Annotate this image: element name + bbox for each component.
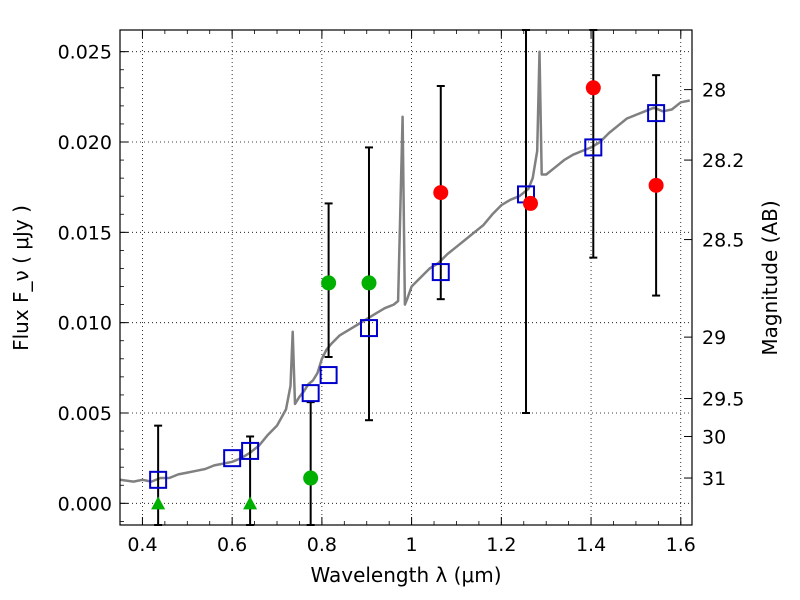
x-tick-label: 0.6: [217, 534, 247, 556]
y2-tick-label: 28.2: [702, 150, 744, 172]
detection-point: [648, 177, 664, 193]
model-point-square: [647, 104, 666, 123]
model-spectrum-line: [119, 50, 691, 483]
y-tick-label: 0.010: [58, 313, 112, 335]
data-markers: [149, 80, 666, 510]
detection-point: [321, 275, 337, 291]
axis-ticks: 0.4 0.6 0.8 1 1.2 1.4 1.6 0.000 0.005 0.010 0.015 0…: [58, 30, 744, 556]
y2-axis-title: Magnitude (AB): [758, 200, 782, 355]
x-tick-label: 1.4: [576, 534, 606, 556]
grid: [120, 30, 692, 525]
detection-point: [433, 185, 449, 201]
x-tick-label: 0.4: [127, 534, 157, 556]
x-tick-label: 0.8: [307, 534, 337, 556]
x-tick-label: 1: [406, 534, 418, 556]
upper-limit-triangle: [151, 496, 166, 510]
x-axis-title: Wavelength λ (μm): [310, 563, 501, 587]
detection-point: [522, 195, 538, 211]
y-tick-label: 0.020: [58, 132, 112, 154]
y-tick-label: 0.005: [58, 403, 112, 425]
x-tick-label: 1.6: [666, 534, 696, 556]
y2-tick-label: 31: [702, 468, 726, 490]
model-point-square: [301, 384, 320, 403]
y-axis-title: Flux F_ν ( μJy ): [9, 205, 33, 351]
model-spectrum: [119, 50, 691, 483]
model-point-square: [359, 319, 378, 338]
plot-frame: [119, 29, 693, 526]
y2-tick-label: 30: [702, 426, 726, 448]
y2-tick-label: 29.5: [702, 389, 744, 411]
model-point-square: [319, 366, 338, 385]
y-tick-label: 0.015: [58, 222, 112, 244]
model-point-square: [431, 263, 450, 282]
model-point-square: [223, 449, 242, 468]
y-tick-label: 0.000: [58, 493, 112, 515]
detection-point: [361, 275, 377, 291]
model-point-square: [241, 441, 260, 460]
model-point-square: [149, 470, 168, 489]
y2-tick-label: 28: [702, 80, 726, 102]
y2-tick-label: 29: [702, 327, 726, 349]
y2-tick-label: 28.5: [702, 230, 744, 252]
model-point-square: [584, 138, 603, 157]
detection-point: [303, 470, 319, 486]
upper-limit-triangle: [243, 496, 258, 510]
y-tick-label: 0.025: [58, 42, 112, 64]
detection-point: [585, 80, 601, 96]
x-tick-label: 1.2: [486, 534, 516, 556]
